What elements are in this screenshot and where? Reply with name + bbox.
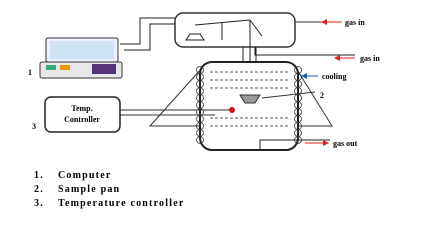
gas-in-label: gas in bbox=[360, 54, 380, 63]
key bbox=[46, 65, 56, 70]
legend: 1. Computer 2. Sample pan 3. Temperature cont… bbox=[34, 170, 184, 209]
drive bbox=[92, 64, 116, 74]
legend-number: 1. bbox=[34, 170, 44, 181]
balance-housing bbox=[174, 12, 296, 48]
pipe bbox=[259, 139, 330, 150]
legend-text: Computer bbox=[58, 170, 111, 181]
gas-in-label: gas in bbox=[345, 18, 365, 27]
screen bbox=[50, 41, 114, 59]
inner-lines bbox=[210, 71, 290, 127]
key bbox=[60, 65, 70, 70]
temp-controller bbox=[44, 96, 121, 133]
diagram: Temp. Controller gas in gas in cooling g… bbox=[28, 12, 380, 209]
coil bbox=[196, 136, 204, 144]
furnace bbox=[199, 61, 299, 151]
cooling-label: cooling bbox=[322, 72, 346, 81]
marker: 2 bbox=[320, 91, 324, 100]
marker: 3 bbox=[32, 122, 36, 131]
pointer bbox=[261, 91, 316, 99]
legend-text: Sample pan bbox=[58, 184, 120, 195]
controller-label: Controller bbox=[64, 115, 100, 124]
marker: 1 bbox=[28, 68, 32, 77]
gas-out-label: gas out bbox=[333, 139, 358, 148]
legend-number: 3. bbox=[34, 198, 44, 209]
sample-pan bbox=[239, 94, 261, 104]
legend-text: Temperature controller bbox=[58, 198, 184, 209]
frame bbox=[148, 67, 333, 127]
legend-number: 2. bbox=[34, 184, 44, 195]
cable bbox=[120, 17, 175, 51]
controller-label: Temp. bbox=[71, 104, 92, 113]
pipe bbox=[254, 47, 355, 56]
thermocouple bbox=[229, 107, 235, 113]
